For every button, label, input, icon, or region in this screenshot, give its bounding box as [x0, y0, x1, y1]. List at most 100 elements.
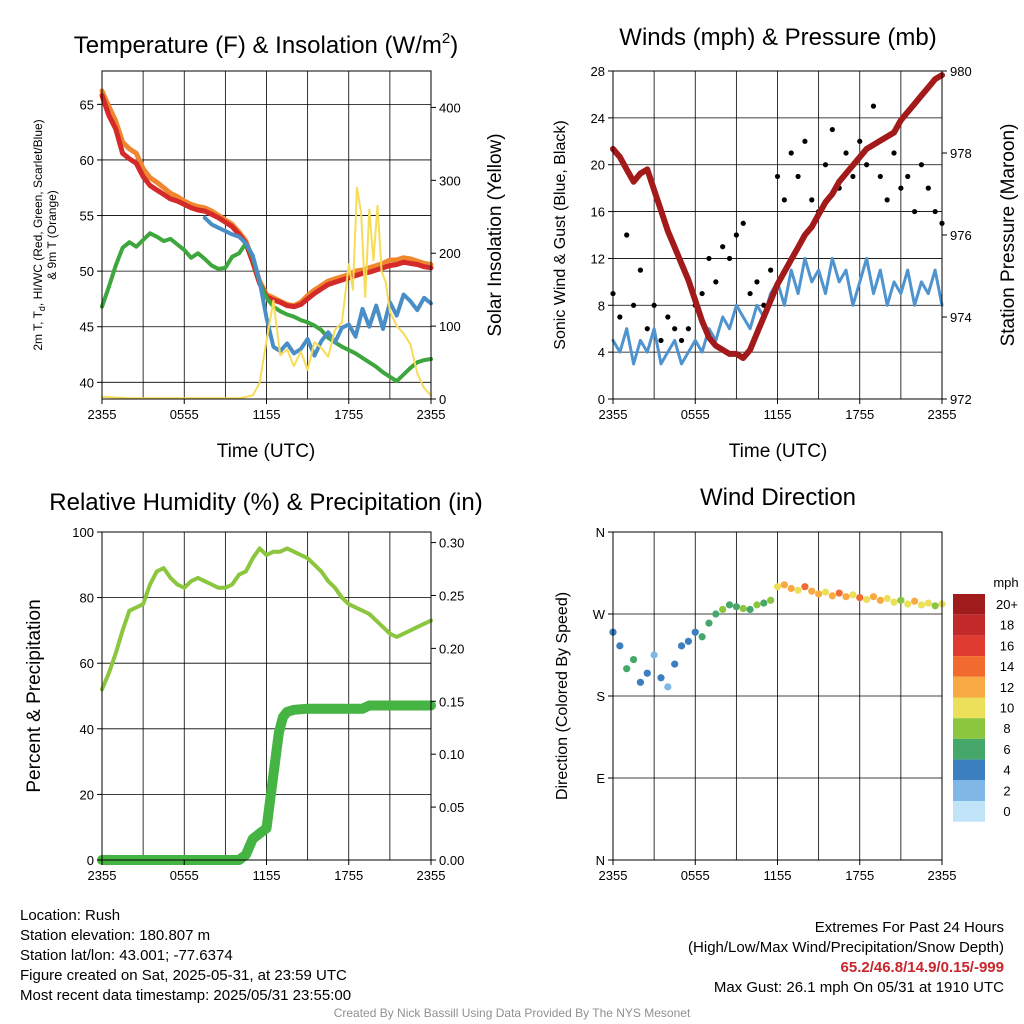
legend-label: 4: [1003, 763, 1010, 778]
wind-y-ticks-right: 972 974 976 978 980: [942, 64, 972, 407]
direction-point: [732, 603, 740, 611]
temp-xtick-label: 1755: [334, 407, 363, 422]
wind-x-ticks: 2355 0555 1155 1755 2355: [599, 399, 956, 422]
gust-point: [911, 208, 918, 215]
dir-xtick-label: 2355: [928, 868, 957, 883]
direction-point: [725, 601, 734, 609]
temp-ytick-label: 65: [80, 97, 94, 112]
direction-point: [677, 642, 686, 650]
direction-point: [842, 593, 850, 601]
direction-point: [623, 665, 631, 673]
legend-label: 18: [1000, 618, 1014, 633]
dir-ytick-label: S: [596, 689, 605, 704]
wind-grid: [613, 70, 942, 400]
wind-lines: [610, 72, 945, 366]
svg-text:& 9m T (Orange): & 9m T (Orange): [45, 190, 59, 280]
direction-point: [904, 600, 912, 608]
direction-point: [924, 599, 932, 607]
gust-point: [905, 173, 911, 180]
gust-point: [685, 326, 691, 332]
direction-point: [815, 590, 823, 598]
rh-ytick-right-label: 0.20: [439, 641, 464, 656]
temp-ytick-label: 45: [80, 320, 94, 335]
direction-point: [705, 619, 713, 627]
temp-ytick-label: 60: [80, 153, 94, 168]
legend-title: mph: [993, 575, 1018, 590]
extremes-subtitle: (High/Low/Max Wind/Precipitation/Snow De…: [688, 939, 1004, 956]
rh-chart-title: Relative Humidity (%) & Precipitation (i…: [49, 489, 482, 516]
direction-point: [616, 642, 624, 650]
extremes-info: Extremes For Past 24 Hours (High/Low/Max…: [688, 918, 1004, 998]
wind-xtick-label: 2355: [599, 407, 628, 422]
gust-point: [768, 267, 774, 273]
gust-point: [754, 279, 760, 285]
direction-point: [767, 596, 775, 604]
dir-y-ticks: N E S W N: [593, 525, 613, 868]
gust-point: [713, 279, 719, 285]
gust-point: [857, 138, 863, 144]
rh-xtick-label: 1155: [253, 868, 281, 883]
rh-ytick-right-label: 0.05: [439, 800, 464, 815]
temp-lines: [99, 88, 434, 400]
dir-x-ticks: 2355 0555 1155 1755 2355: [599, 860, 957, 883]
direction-point: [917, 601, 926, 609]
gust-point: [637, 267, 644, 273]
legend-label: 12: [1000, 680, 1014, 695]
legend-label: 14: [1000, 659, 1014, 674]
legend-swatch: [953, 738, 985, 760]
gust-point: [774, 173, 781, 180]
rh-x-ticks: 2355 0555 1155 1755 2355: [88, 860, 445, 883]
temp-chart-title: Temperature (F) & Insolation (W/m2): [74, 30, 458, 59]
wind-ytick-label: 28: [591, 64, 605, 79]
direction-point: [910, 597, 919, 605]
gust-point: [630, 302, 637, 308]
temp-y-label-right: Solar Insolation (Yellow): [485, 133, 506, 336]
wind-ytick-label: 20: [591, 158, 605, 173]
wind-y-ticks: 0 4 8 12 16 20 24 28: [591, 64, 613, 407]
gust-point: [665, 314, 671, 320]
wind-ytick-label: 12: [591, 251, 605, 266]
gust-point: [795, 173, 801, 180]
speed-legend: mph 20+ 18 16 14 12 10 8 6 4 2 0: [953, 575, 1019, 822]
temp-x-ticks: 2355 0555 1155 1755 2355: [88, 399, 445, 422]
rh-ytick-right-label: 0.15: [439, 694, 464, 709]
direction-point: [869, 593, 878, 601]
temperature-panel: Temperature (F) & Insolation (W/m2) 2355…: [31, 30, 506, 462]
direction-point: [698, 633, 706, 641]
legend-label: 0: [1003, 804, 1010, 819]
direction-point: [691, 628, 699, 636]
legend-swatch: [953, 718, 985, 739]
legend-swatch: [953, 635, 985, 657]
legend-label: 6: [1003, 742, 1010, 757]
rh-ytick-label: 80: [80, 591, 94, 606]
gust-point: [877, 173, 883, 180]
temp-xtick-label: 0555: [170, 407, 199, 422]
gust-point: [891, 150, 897, 156]
direction-point: [780, 581, 788, 589]
gust-point: [651, 302, 657, 308]
direction-point: [664, 683, 672, 691]
direction-point: [856, 594, 864, 602]
dir-points: [609, 581, 946, 691]
legend-swatch: [953, 697, 985, 719]
svg-text:2m T, Td, HI/WC (Red, Green, S: 2m T, Td, HI/WC (Red, Green, Scarlet/Blu…: [31, 119, 47, 350]
direction-point: [794, 586, 802, 594]
temp-xtick-label: 1155: [253, 407, 281, 422]
rh-series-line: [100, 546, 433, 692]
temp-y-ticks: 40 45 50 55 60 65: [80, 97, 102, 390]
gust-point: [781, 197, 787, 203]
wind-ytick-label: 24: [591, 111, 605, 126]
direction-point: [773, 583, 782, 591]
gust-point: [822, 162, 829, 168]
gust-point: [699, 290, 705, 297]
direction-point: [883, 594, 891, 603]
rh-xtick-label: 0555: [170, 868, 199, 883]
rh-xtick-label: 1755: [334, 868, 363, 883]
direction-point: [863, 595, 871, 604]
dir-ytick-label: E: [596, 771, 605, 786]
temp-ytick-right-label: 300: [439, 173, 461, 188]
direction-point: [760, 599, 768, 607]
dir-y-label: Direction (Colored By Speed): [554, 592, 571, 800]
direction-point: [828, 592, 836, 600]
direction-point: [739, 604, 747, 613]
